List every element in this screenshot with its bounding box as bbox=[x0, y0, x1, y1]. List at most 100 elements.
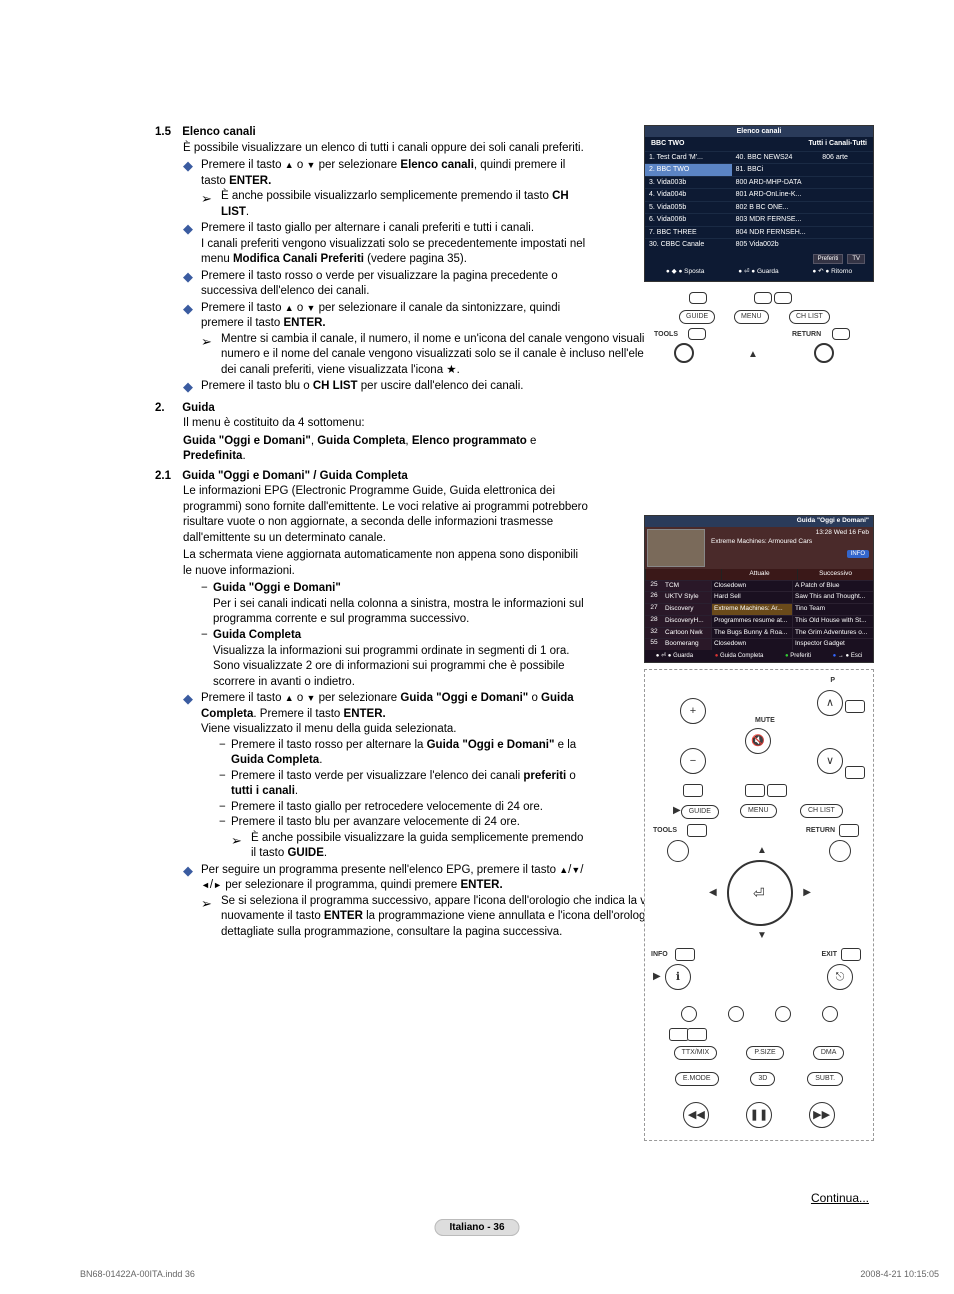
t: . bbox=[457, 364, 460, 376]
t: Premere il tasto bbox=[201, 159, 285, 171]
ch-row: 804 NDR FERNSEH... bbox=[732, 226, 819, 238]
dash-item: − Guida Completa Visualizza la informazi… bbox=[201, 628, 590, 690]
section-num: 2. bbox=[155, 401, 179, 417]
t: È anche possibile visualizzarlo semplice… bbox=[221, 190, 552, 202]
t: Guida "Oggi e Domani" bbox=[183, 435, 311, 447]
t: Predefinita bbox=[183, 450, 242, 462]
section-num: 2.1 bbox=[155, 469, 179, 485]
up-icon: ▲ bbox=[757, 844, 767, 858]
emode-button: E.MODE bbox=[675, 1072, 719, 1085]
col-a: 1. Test Card 'M'... 2. BBC TWO 3. Vida00… bbox=[645, 151, 732, 251]
up-icon bbox=[285, 160, 294, 170]
t: Guida "Oggi e Domani" bbox=[427, 739, 555, 751]
chlist-button: CH LIST bbox=[800, 804, 843, 817]
section-21-heading: 2.1 Guida "Oggi e Domani" / Guida Comple… bbox=[155, 469, 590, 485]
guide-row: 27DiscoveryExtreme Machines: Ar...Tino T… bbox=[645, 603, 873, 615]
t: Per seguire un programma presente nell'e… bbox=[201, 864, 559, 876]
up-icon: ▲ bbox=[748, 348, 758, 362]
para: La schermata viene aggiornata automatica… bbox=[183, 548, 590, 579]
diamond-icon: ◆ bbox=[183, 379, 201, 395]
osd-header: BBC TWO Tutti i Canali-Tutti bbox=[645, 137, 873, 150]
guide-row: 32Cartoon NwkThe Bugs Bunny & Roa...The … bbox=[645, 627, 873, 639]
bullet-1: ◆ Premere il tasto o per selezionare Ele… bbox=[183, 158, 590, 189]
bullet: ◆ Premere il tasto o per selezionare Gui… bbox=[183, 691, 590, 738]
guide-row: 55BoomerangClosedownInspector Gadget bbox=[645, 638, 873, 650]
t: Guida Completa bbox=[317, 435, 405, 447]
t: Modifica Canali Preferiti bbox=[233, 253, 364, 265]
prog-title: Extreme Machines: Armoured Cars bbox=[711, 538, 869, 547]
t: GUIDE bbox=[287, 847, 323, 859]
mute-label: MUTE bbox=[755, 716, 775, 725]
section-title: Guida bbox=[182, 402, 215, 414]
dma-button: DMA bbox=[813, 1046, 845, 1059]
ch-row: 30. CBBC Canale bbox=[645, 238, 732, 250]
t: . bbox=[324, 847, 327, 859]
t: per uscire dall'elenco dei canali. bbox=[358, 380, 524, 392]
action: ◆ Sposta bbox=[666, 268, 705, 277]
t: . Premere il tasto bbox=[253, 708, 343, 720]
menu-button: MENU bbox=[734, 310, 769, 323]
blue-dot-icon bbox=[822, 1006, 838, 1022]
circle-icon bbox=[674, 343, 694, 363]
f: ⏎ Guarda bbox=[656, 652, 693, 660]
sub-dash: − Premere il tasto rosso per alternare l… bbox=[219, 738, 590, 769]
btn-icon bbox=[688, 328, 706, 340]
btn-icon bbox=[767, 784, 787, 797]
color-row bbox=[645, 1006, 873, 1022]
diamond-icon: ◆ bbox=[183, 269, 201, 300]
t: Viene visualizzato il menu della guida s… bbox=[201, 722, 590, 738]
ch-row: 81. BBCi bbox=[732, 163, 819, 175]
bullet-5: ◆ Premere il tasto blu o CH LIST per usc… bbox=[183, 379, 835, 395]
t: (vedere pagina 35). bbox=[364, 253, 467, 265]
ch-row: 803 MDR FERNSE... bbox=[732, 213, 819, 225]
ch-row: 801 ARD-OnLine-K... bbox=[732, 188, 819, 200]
col-current: Attuale bbox=[721, 569, 797, 580]
t: Premere il tasto verde per visualizzare … bbox=[231, 770, 523, 782]
t: ENTER. bbox=[460, 879, 502, 891]
t: tutti i canali bbox=[231, 785, 295, 797]
f: Guida Completa bbox=[715, 652, 764, 660]
vol-down-icon: − bbox=[680, 748, 706, 774]
circle-icon bbox=[814, 343, 834, 363]
intro-text: È possibile visualizzare un elenco di tu… bbox=[183, 141, 590, 157]
t: Premere il tasto giallo per alternare i … bbox=[201, 221, 590, 237]
green-dot-icon bbox=[728, 1006, 744, 1022]
osd-title: Elenco canali bbox=[645, 126, 873, 137]
print-date: 2008-4-21 10:15:05 bbox=[860, 1268, 939, 1280]
diamond-icon: ◆ bbox=[183, 158, 201, 189]
btn-icon bbox=[839, 824, 859, 837]
btn-icon bbox=[683, 784, 703, 797]
info-badge: INFO bbox=[847, 550, 869, 558]
f: → Esci bbox=[833, 652, 863, 660]
ch-row: 3. Vida003b bbox=[645, 176, 732, 188]
t: o bbox=[294, 302, 307, 314]
note-row: ➢ È anche possibile visualizzare la guid… bbox=[231, 831, 590, 862]
t: e bbox=[527, 435, 537, 447]
section-2-heading: 2. Guida bbox=[155, 401, 590, 417]
btn-icon bbox=[745, 784, 765, 797]
dash-body: Guida Completa Visualizza la informazion… bbox=[213, 628, 590, 690]
file-name: BN68-01422A-00ITA.indd 36 bbox=[80, 1268, 195, 1280]
exit-icon: ⎋ bbox=[827, 964, 853, 990]
left-icon: ◀ bbox=[709, 886, 717, 900]
circle-icon bbox=[829, 840, 851, 862]
t: Sposta bbox=[678, 268, 704, 275]
right-icon: ▶ bbox=[803, 886, 811, 900]
ch-row: 2. BBC TWO bbox=[645, 163, 732, 175]
up-icon bbox=[285, 303, 294, 313]
psize-button: P.SIZE bbox=[746, 1046, 783, 1059]
t: ENTER bbox=[324, 910, 363, 922]
tv-badge: TV bbox=[847, 254, 865, 264]
guide-title: Guida "Oggi e Domani" bbox=[645, 516, 873, 527]
ch-row: 802 B BC ONE... bbox=[732, 201, 819, 213]
t: Elenco canali bbox=[400, 159, 474, 171]
diamond-icon: ◆ bbox=[183, 691, 201, 738]
mute-icon: 🔇 bbox=[745, 728, 771, 754]
section-15-heading: 1.5 Elenco canali bbox=[155, 125, 590, 141]
note-text: È anche possibile visualizzarlo semplice… bbox=[221, 189, 590, 220]
btn-icon bbox=[774, 292, 792, 304]
pref-badge: Preferiti bbox=[813, 254, 844, 264]
t: ENTER. bbox=[229, 175, 271, 187]
guide-figure: Guida "Oggi e Domani" 13:28 Wed 16 Feb E… bbox=[644, 515, 874, 1141]
btn-icon bbox=[687, 1028, 707, 1041]
